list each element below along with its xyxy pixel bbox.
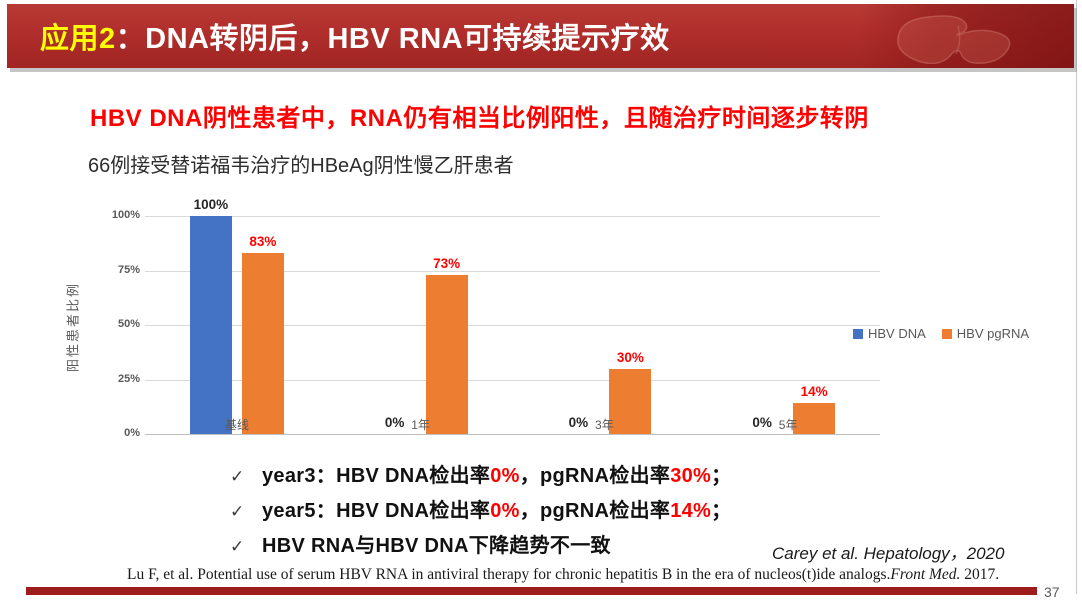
bar-hbv-pgrna <box>609 368 652 434</box>
value-label: 73% <box>433 255 461 271</box>
x-category-label: 1年 <box>411 418 430 432</box>
y-axis-title: 阳性患者比例 <box>65 281 81 373</box>
bar-hbv-pgrna <box>241 253 284 434</box>
checkmark-icon: ✓ <box>230 502 245 521</box>
reference-footer: Lu F, et al. Potential use of serum HBV … <box>127 566 1047 584</box>
bar-hbv-pgrna <box>793 403 836 434</box>
value-label: 0% <box>568 415 589 430</box>
bullet-list: ✓ year3：HBV DNA检出率0%，pgRNA检出率30%； ✓ year5：H… <box>230 459 731 557</box>
bullet-item: ✓ year5：HBV DNA检出率0%，pgRNA检出率14%； <box>230 494 731 522</box>
legend-label: HBV DNA <box>868 326 926 341</box>
value-label: 100% <box>193 197 229 212</box>
key-message-heading: HBV DNA阴性患者中，RNA仍有相当比例阳性，且随治疗时间逐步转阴 <box>90 105 869 132</box>
gridline <box>145 270 880 272</box>
legend-item-hbv-pgrna: HBV pgRNA <box>941 326 1030 341</box>
gridline <box>145 379 880 381</box>
legend-swatch <box>853 328 863 339</box>
y-axis-ticks: 0% 25% 50% 75% 100% <box>100 209 140 439</box>
liver-icon <box>897 15 1011 64</box>
y-tick-label: 50% <box>117 318 140 330</box>
legend-label: HBV pgRNA <box>956 326 1030 341</box>
x-axis-line <box>145 434 880 435</box>
value-label: 14% <box>800 384 828 400</box>
y-tick-label: 75% <box>117 263 140 276</box>
bullet-item: ✓ year3：HBV DNA检出率0%，pgRNA检出率30%； <box>230 459 731 487</box>
bar-hbv-dna <box>189 216 232 434</box>
study-subtitle: 66例接受替诺福韦治疗的HBeAg阴性慢乙肝患者 <box>88 155 514 177</box>
value-label: 0% <box>384 415 405 430</box>
x-category-label: 基线 <box>224 418 249 432</box>
bar-hbv-pgrna <box>425 274 468 434</box>
bullet-item: ✓ HBV RNA与HBV DNA下降趋势不一致 <box>230 529 731 557</box>
reference-pre: Lu F, et al. Potential use of serum HBV … <box>127 566 891 583</box>
liver-panel <box>859 4 1074 68</box>
slide-title-colon: ： <box>115 23 146 55</box>
value-label: 83% <box>249 234 277 250</box>
bullet-text: year5：HBV DNA检出率0%，pgRNA检出率14%； <box>262 500 732 522</box>
slide-title-text: DNA转阴后，HBV RNA可持续提示疗效 <box>145 23 670 55</box>
slide-title-prefix: 应用2 <box>40 23 116 55</box>
header-bar: 应用2 ： DNA转阴后，HBV RNA可持续提示疗效 <box>7 4 1074 68</box>
value-label: 0% <box>752 415 772 430</box>
bullet-text: year3：HBV DNA检出率0%，pgRNA检出率30%； <box>262 465 732 487</box>
legend-item-hbv-dna: HBV DNA <box>853 326 926 341</box>
x-category-label: 5年 <box>778 418 798 432</box>
x-category-label: 3年 <box>595 418 614 432</box>
y-tick-label: 0% <box>124 427 140 439</box>
citation-text: Carey et al. Hepatology，2020 <box>772 544 1005 563</box>
chart-legend: HBV DNA HBV pgRNA <box>853 326 1029 341</box>
value-label: 30% <box>616 349 644 365</box>
bottom-accent-bar <box>26 587 1037 595</box>
legend-swatch <box>941 328 952 339</box>
slide-title: 应用2 ： DNA转阴后，HBV RNA可持续提示疗效 <box>40 4 670 68</box>
gridline <box>145 216 880 217</box>
chart-plot-area: 100% 0% 0% 0% 83% 73% 30% 14% <box>145 197 880 435</box>
bullet-text: HBV RNA与HBV DNA下降趋势不一致 <box>262 535 611 557</box>
y-tick-label: 25% <box>117 372 140 385</box>
slide-right-border <box>1076 0 1077 594</box>
checkmark-icon: ✓ <box>230 537 245 556</box>
reference-journal: Front Med. <box>890 566 961 583</box>
reference-post: 2017. <box>960 566 1000 583</box>
bar-chart: 阳性患者比例 0% 25% 50% 75% 100% 100% 0% 0% 0% 83% 73% 3… <box>0 190 1082 460</box>
checkmark-icon: ✓ <box>230 467 245 486</box>
y-tick-label: 100% <box>111 209 140 221</box>
gridline <box>145 325 880 326</box>
page-number: 37 <box>1044 584 1060 600</box>
